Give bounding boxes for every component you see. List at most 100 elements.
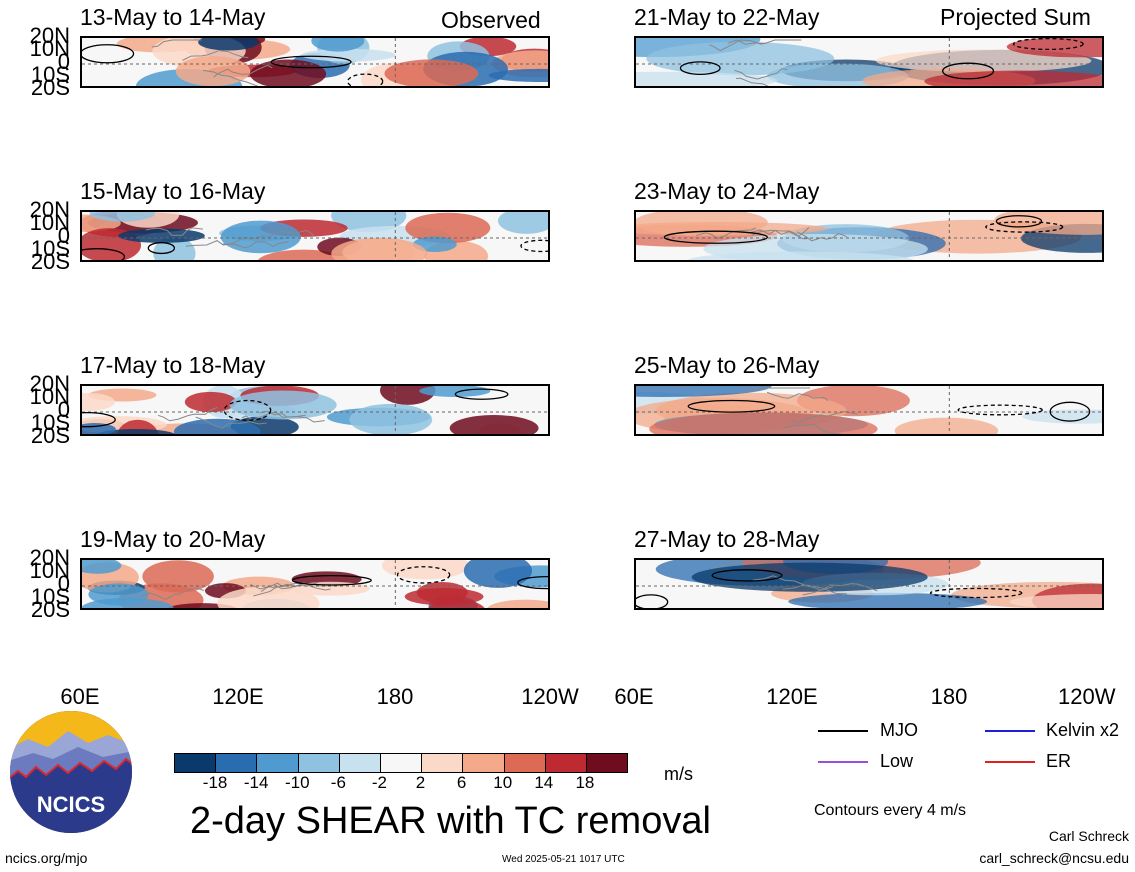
mjo-contour [957,404,1043,416]
colorbar-swatch-5 [380,754,423,772]
mjo-contour [520,239,548,253]
coastline [185,237,249,247]
mjo-contour [1012,38,1084,51]
colorbar [174,753,628,773]
shading-blob [384,59,479,86]
shading-blob [217,586,320,608]
legend-kelvin: Kelvin x2 [1046,720,1120,740]
coastline [151,39,202,48]
colorbar-tick-0: -18 [202,773,228,792]
colorbar-swatch-2 [257,754,299,772]
shading-blob [646,41,835,76]
coastline [796,231,847,242]
mjo-contour [679,61,721,76]
y-tick-3-0: 20N [29,371,70,396]
y-tick-3-4: 20S [30,423,70,448]
colorbar-tick-3: -6 [330,773,346,792]
shading-blob [184,391,237,413]
y-tick-1-1: 10N [29,36,70,61]
panel-title-4: 19-May to 20-May [80,526,266,552]
shading-blob [1006,38,1102,58]
observed-label: Observed [441,7,541,33]
mjo-contour [454,388,509,400]
map-panel-7 [634,384,1104,436]
shading-blob [419,386,491,397]
y-tick-2-2: 0 [57,223,70,248]
shading-blob [82,560,122,574]
timestamp: Wed 2025-05-21 1017 UTC [502,854,625,865]
panel-title-8: 27-May to 28-May [634,526,820,552]
x-tick-120w-left: 120W [521,684,579,709]
colorbar-swatch-9 [545,754,587,772]
coastline [712,561,772,569]
coastline [182,50,249,61]
shading-blob [404,588,484,606]
coastline [751,227,810,237]
logo-text: NCICS [37,792,105,817]
y-tick-4-4: 20S [30,597,70,622]
panel-title-7: 25-May to 26-May [634,352,820,378]
panel-title-3: 17-May to 18-May [80,352,266,378]
map-panel-8 [634,558,1104,610]
site-link[interactable]: ncics.org/mjo [5,850,88,866]
x-tick-180-left: 180 [376,684,414,709]
mjo-contour [396,566,451,584]
y-tick-2-1: 10N [29,210,70,235]
coastline [766,391,829,401]
shading-blob [331,237,427,260]
shading-blob [96,429,175,434]
shading-blob [636,386,772,397]
panel-title-5: 21-May to 22-May [634,4,820,30]
mjo-contour [82,44,135,64]
shading-blob [229,390,337,420]
shading-blob [118,228,205,243]
shading-blob [82,392,115,411]
mjo-contour [711,569,783,582]
colorbar-swatch-6 [422,754,464,772]
x-tick-120e-right: 120E [766,684,818,709]
mjo-contour [82,411,116,428]
shading-blob [1009,594,1102,608]
legend-low: Low [880,751,914,771]
mjo-contour [995,215,1043,228]
coastline [739,387,811,394]
panel-title-2: 15-May to 16-May [80,178,266,204]
map-panel-5 [634,36,1104,88]
colorbar-tick-1: -14 [243,773,269,792]
legend-mjo: MJO [880,720,918,740]
shading-blob [142,560,214,593]
map-panel-1 [80,36,550,88]
y-tick-3-2: 0 [57,397,70,422]
x-tick-60e-right: 60E [614,684,654,709]
coastline [142,587,205,600]
author: Carl Schreck [1048,828,1129,844]
legend-line-mjo [818,730,868,732]
coastline [249,229,314,240]
coastline [752,575,834,591]
coastline [695,227,757,240]
shading-blob [220,220,301,254]
colorbar-tick-6: 6 [456,773,467,792]
colorbar-tick-7: 10 [493,773,513,792]
shading-blob [381,560,469,580]
y-tick-2-3: 10S [30,236,70,261]
shading-blob [405,212,491,244]
shading-blob [488,68,548,83]
colorbar-swatch-10 [586,754,628,772]
mjo-contour [636,594,669,608]
shading-blob [198,38,259,51]
coastline [222,240,289,249]
y-tick-1-3: 10S [30,62,70,87]
panel-title-1: 13-May to 14-May [80,4,266,30]
mjo-contour [291,574,372,586]
y-tick-4-2: 0 [57,571,70,596]
colorbar-tick-2: -10 [284,773,310,792]
coastline [736,77,769,86]
y-tick-1-0: 20N [29,23,70,48]
colorbar-tick-5: 2 [415,773,426,792]
y-tick-2-0: 20N [29,197,70,222]
x-tick-180-right: 180 [930,684,968,709]
legend-er: ER [1046,751,1072,771]
y-tick-4-3: 10S [30,584,70,609]
shading-blob [82,422,116,434]
